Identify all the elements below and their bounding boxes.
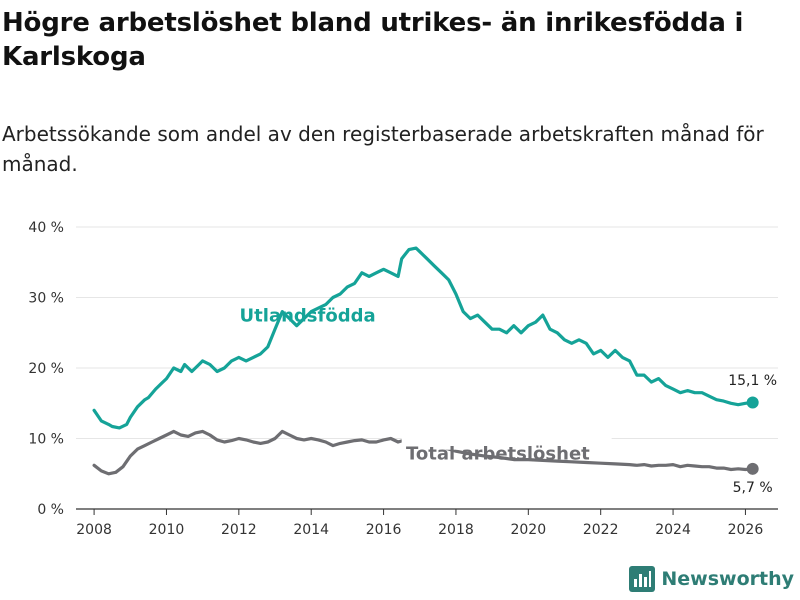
bar-chart-logo-icon: [629, 566, 656, 592]
x-axis: 2008 2010 2012 2014 2016 2018 2020 2022 2024 2026: [76, 508, 778, 538]
y-tick-label: 0 %: [37, 502, 64, 518]
series-label-total-arbetsloshet: Total arbetslöshet: [406, 444, 590, 465]
x-tick-label: 2010: [149, 522, 185, 538]
y-axis-ticks: 0 % 10 % 20 % 30 % 40 %: [28, 220, 64, 518]
series-lines: [92, 246, 759, 476]
chart-title: Högre arbetslöshet bland utrikes- än inr…: [2, 8, 744, 72]
series-label-utlandsfodda: Utlandsfödda: [240, 305, 376, 326]
newsworthy-logo: Newsworthy: [629, 566, 794, 592]
y-tick-label: 10 %: [28, 432, 64, 448]
y-tick-label: 30 %: [28, 291, 64, 307]
series-line-utlandsfodda: [92, 246, 755, 430]
x-tick-label: 2018: [438, 522, 474, 538]
series-labels: Utlandsfödda Total arbetslöshet 15,1 % 5,7 …: [240, 305, 778, 496]
end-point-total-arbetsloshet: [746, 462, 759, 475]
end-value-utlandsfodda: 15,1 %: [728, 373, 777, 389]
y-tick-label: 20 %: [28, 361, 64, 377]
x-tick-label: 2012: [221, 522, 257, 538]
brand-name: Newsworthy: [661, 568, 794, 590]
end-value-total-arbetsloshet: 5,7 %: [733, 480, 773, 496]
end-point-utlandsfodda: [746, 396, 759, 409]
y-tick-label: 40 %: [28, 220, 64, 236]
series-line-total-arbetsloshet: [92, 429, 755, 476]
x-tick-label: 2016: [366, 522, 402, 538]
x-tick-label: 2024: [655, 522, 691, 538]
x-tick-label: 2014: [293, 522, 329, 538]
x-tick-label: 2008: [76, 522, 112, 538]
x-tick-label: 2022: [583, 522, 619, 538]
x-tick-label: 2020: [510, 522, 546, 538]
label-background: [401, 425, 612, 450]
x-tick-label: 2026: [728, 522, 764, 538]
chart-subtitle: Arbetssökande som andel av den registerb…: [2, 122, 764, 176]
